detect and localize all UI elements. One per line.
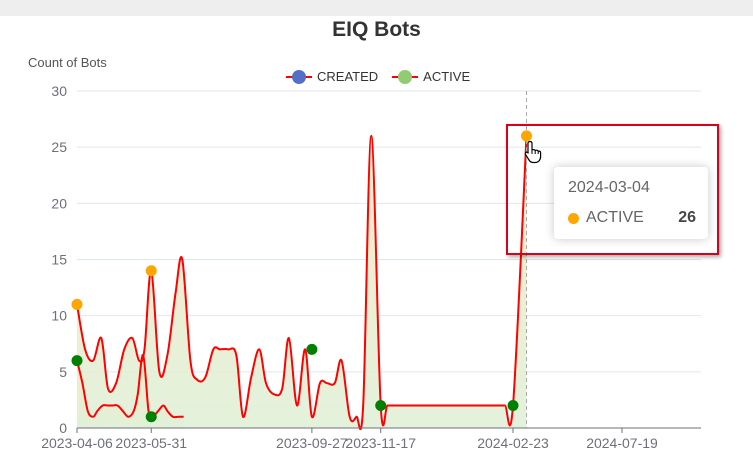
y-tick-label: 15 [51,252,67,268]
x-tick-label: 2024-07-19 [586,435,658,451]
legend-label-active: ACTIVE [423,69,471,84]
data-point-marker [145,411,157,423]
tooltip-row: ACTIVE 26 [568,209,696,227]
legend-item-created[interactable]: CREATED [286,69,378,84]
x-tick-label: 2023-04-06 [41,435,113,451]
data-point-marker [375,400,387,412]
legend-symbol-created [286,69,312,84]
y-tick-label: 10 [51,308,67,324]
tooltip-value: 26 [678,209,696,226]
data-point-marker [71,355,83,367]
highlight-point-marker [145,265,157,277]
top-bar [0,0,753,16]
series-area-created [77,354,184,428]
y-tick-label: 30 [51,83,67,99]
x-tick-label: 2024-02-23 [477,435,549,451]
tooltip-series-name: ACTIVE [586,209,644,226]
legend-symbol-active [392,69,419,84]
chart-title: EIQ Bots [332,18,421,41]
data-point-marker [507,400,519,412]
highlight-point-marker [71,298,83,310]
y-tick-label: 5 [59,364,67,380]
legend: CREATED ACTIVE [286,69,470,84]
tooltip-series-dot [568,212,579,224]
highlight-point-marker [520,130,532,142]
y-tick-label: 20 [51,195,67,211]
tooltip-date: 2024-03-04 [568,179,650,196]
x-tick-label: 2023-09-27 [276,435,348,451]
y-axis-label: Count of Bots [28,55,107,70]
data-point-marker [306,343,318,355]
legend-item-active[interactable]: ACTIVE [392,69,470,84]
y-tick-label: 0 [59,420,67,436]
x-tick-label: 2023-05-31 [115,435,187,451]
y-tick-label: 25 [51,139,67,155]
x-tick-label: 2023-11-17 [345,435,416,451]
annotation-highlight-box [506,124,719,255]
legend-label-created: CREATED [317,69,379,84]
series-line-created [76,353,184,419]
hand-pointer-icon [524,140,542,164]
tooltip: 2024-03-04 ACTIVE 26 [554,167,708,239]
